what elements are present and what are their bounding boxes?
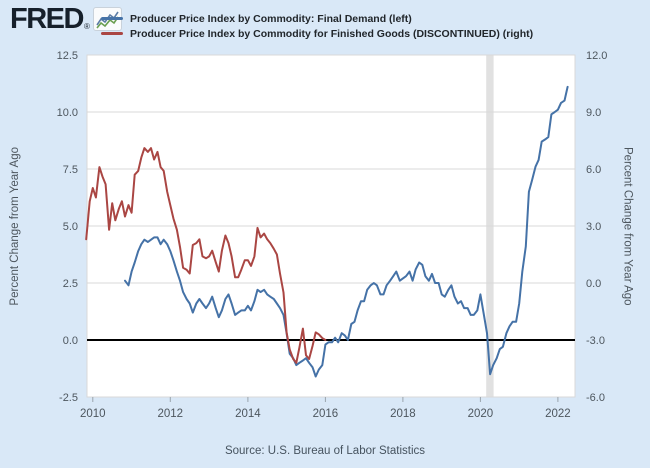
fred-logo-text: FRED: [10, 3, 84, 35]
right-axis-tick-label: -3.0: [586, 335, 605, 347]
right-axis-tick-label: -6.0: [586, 392, 605, 404]
legend: Producer Price Index by Commodity: Final…: [101, 11, 533, 41]
final-demand-label: Producer Price Index by Commodity: Final…: [130, 12, 412, 25]
right-axis-tick-label: 0.0: [586, 278, 601, 290]
right-axis-tick-label: 3.0: [586, 221, 601, 233]
final-demand-swatch: [101, 17, 123, 20]
x-axis-tick-label: 2016: [313, 408, 339, 420]
left-axis-tick-label: 7.5: [63, 164, 78, 176]
x-axis-tick-label: 2022: [545, 408, 571, 420]
x-axis-tick-label: 2014: [235, 408, 261, 420]
legend-item-final-demand: Producer Price Index by Commodity: Final…: [101, 11, 533, 26]
right-axis-tick-label: 12.0: [586, 50, 607, 62]
x-axis-tick-label: 2010: [80, 408, 106, 420]
x-axis-tick-label: 2020: [468, 408, 494, 420]
left-axis-tick-label: 10.0: [57, 107, 78, 119]
right-axis-tick-label: 9.0: [586, 107, 601, 119]
graph-header: FRED ® Producer Price Index by Commodity…: [0, 0, 650, 46]
x-axis-tick-label: 2012: [158, 408, 184, 420]
final-demand-line: [124, 85, 569, 378]
left-axis-tick-label: 12.5: [57, 50, 78, 62]
chart-svg[interactable]: 2010 2012 2014 2016 2018 2020 2022 12.5 10.0 7.5 5…: [0, 44, 650, 468]
finished-goods-line: [85, 147, 327, 364]
registered-trademark-symbol: ®: [83, 22, 90, 31]
right-axis-tick-label: 6.0: [586, 164, 601, 176]
x-axis-tick-label: 2018: [390, 408, 416, 420]
fred-logo: FRED ®: [10, 4, 122, 34]
source-caption: Source: U.S. Bureau of Labor Statistics: [224, 445, 426, 457]
left-axis-tick-label: 5.0: [63, 221, 78, 233]
right-axis-title-text: Percent Change from Year Ago: [621, 146, 634, 306]
left-axis-tick-label: 0.0: [63, 335, 78, 347]
finished-goods-swatch: [101, 32, 123, 35]
finished-goods-label: Producer Price Index by Commodity for Fi…: [130, 27, 534, 40]
left-axis-tick-label: -2.5: [59, 392, 78, 404]
legend-item-finished-goods: Producer Price Index by Commodity for Fi…: [101, 26, 533, 41]
right-axis-title: Percent Change from Year Ago: [619, 55, 636, 397]
left-axis-tick-label: 2.5: [63, 278, 78, 290]
